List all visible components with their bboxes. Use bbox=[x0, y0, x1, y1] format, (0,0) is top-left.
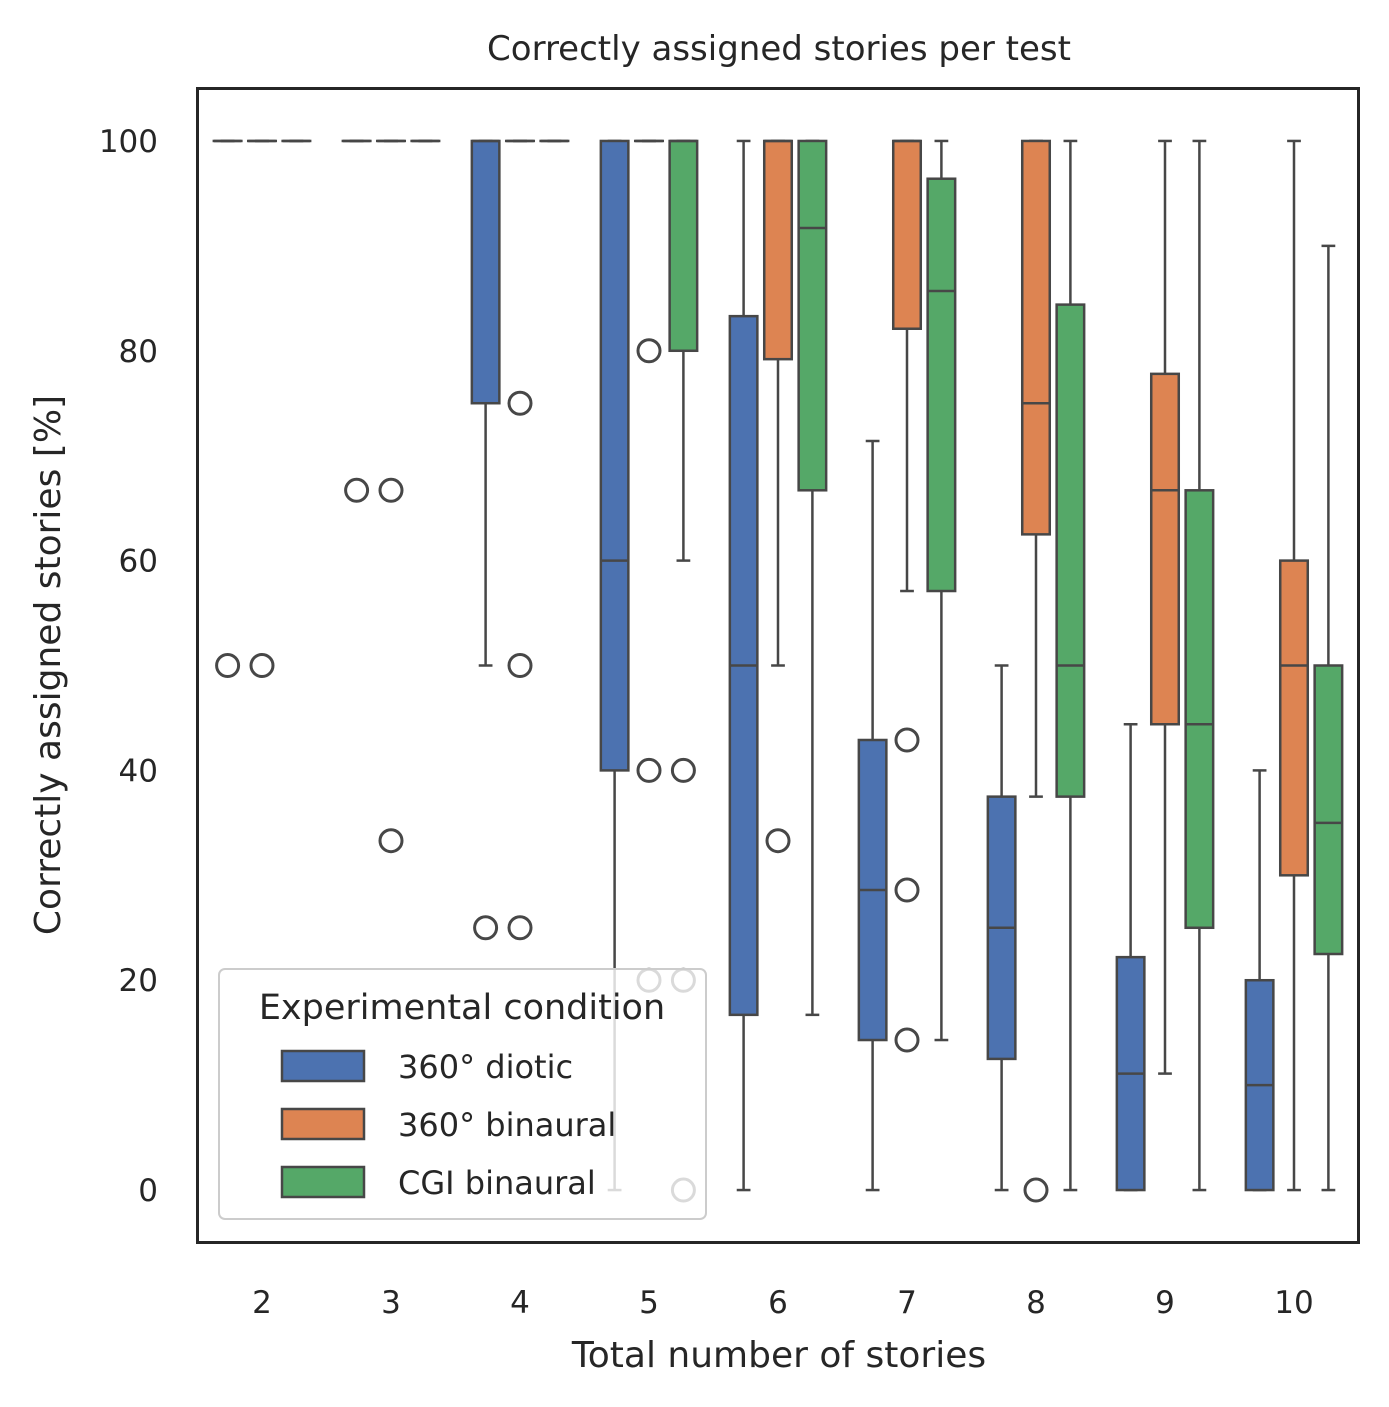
series-0 bbox=[212, 139, 1275, 1192]
legend-frame bbox=[218, 968, 707, 1220]
legend-label: CGI binaural bbox=[398, 1164, 596, 1202]
box-10-series-0 bbox=[1244, 769, 1275, 1192]
y-tick-label: 60 bbox=[119, 544, 158, 580]
box-10-series-2 bbox=[1313, 244, 1344, 1192]
outlier-point bbox=[507, 390, 533, 416]
outlier-point bbox=[473, 915, 499, 941]
box-4-series-1 bbox=[504, 139, 536, 941]
legend-items: 360° diotic 360° binaural CGI binaural bbox=[280, 1048, 616, 1202]
outlier-point bbox=[636, 757, 662, 783]
box-body bbox=[470, 139, 501, 405]
series-1 bbox=[246, 139, 1310, 1203]
x-tick-label: 10 bbox=[1274, 1285, 1313, 1321]
box-body bbox=[891, 139, 923, 330]
box-body bbox=[797, 139, 828, 492]
legend-item-1: 360° binaural bbox=[280, 1106, 616, 1144]
plot-frame bbox=[196, 87, 1360, 1244]
box-9-series-0 bbox=[1115, 722, 1146, 1192]
box-4-series-0 bbox=[470, 139, 501, 941]
box-body bbox=[1278, 559, 1310, 877]
box-7-series-0 bbox=[857, 439, 888, 1192]
chart-title: Correctly assigned stories per test bbox=[487, 29, 1071, 69]
box-9-series-1 bbox=[1149, 139, 1181, 1075]
legend-item-2: CGI binaural bbox=[280, 1164, 596, 1202]
series-2 bbox=[281, 139, 1344, 1203]
outlier-point bbox=[378, 828, 404, 854]
outlier-point bbox=[215, 653, 241, 678]
box-6-series-2 bbox=[797, 139, 828, 1017]
x-axis: 2 3 4 5 6 7 8 9 10 bbox=[252, 1285, 1314, 1321]
y-axis-label: Correctly assigned stories [%] bbox=[28, 395, 69, 935]
y-tick-label: 40 bbox=[119, 753, 158, 789]
outlier-point bbox=[378, 477, 404, 503]
box-5-series-0 bbox=[599, 139, 630, 1192]
box-9-series-2 bbox=[1184, 139, 1215, 1192]
box-body bbox=[1055, 303, 1086, 798]
box-7-series-1 bbox=[891, 139, 923, 1053]
outlier-point bbox=[249, 653, 275, 678]
box-body bbox=[1313, 664, 1344, 956]
y-tick-label: 0 bbox=[138, 1173, 158, 1209]
x-tick-label: 7 bbox=[897, 1285, 917, 1321]
plot-area bbox=[212, 139, 1344, 1203]
box-body bbox=[1149, 372, 1181, 726]
x-tick-label: 6 bbox=[768, 1285, 788, 1321]
box-2-series-0 bbox=[212, 139, 243, 678]
legend-swatch bbox=[280, 1165, 366, 1199]
outlier-point bbox=[765, 828, 791, 854]
legend-label: 360° diotic bbox=[398, 1048, 573, 1086]
x-tick-label: 5 bbox=[639, 1285, 659, 1321]
box-8-series-0 bbox=[986, 664, 1017, 1192]
y-tick-label: 100 bbox=[99, 124, 158, 160]
x-tick-label: 9 bbox=[1155, 1285, 1175, 1321]
x-tick-label: 4 bbox=[510, 1285, 530, 1321]
box-body bbox=[668, 139, 699, 353]
box-10-series-1 bbox=[1278, 139, 1310, 1192]
x-tick-label: 3 bbox=[381, 1285, 401, 1321]
outlier-point bbox=[894, 727, 920, 753]
x-axis-label: Total number of stories bbox=[571, 1335, 986, 1376]
outlier-point bbox=[894, 877, 920, 903]
y-tick-label: 20 bbox=[119, 963, 158, 999]
outlier-point bbox=[344, 477, 370, 503]
outlier-point bbox=[670, 757, 696, 783]
x-tick-label: 2 bbox=[252, 1285, 272, 1321]
outlier-point bbox=[636, 338, 662, 364]
box-body bbox=[1020, 139, 1052, 536]
y-tick-label: 80 bbox=[119, 334, 158, 370]
box-5-series-1 bbox=[633, 139, 665, 993]
box-6-series-0 bbox=[728, 139, 759, 1192]
outlier-point bbox=[894, 1027, 920, 1053]
legend-item-0: 360° diotic bbox=[280, 1048, 573, 1086]
box-7-series-2 bbox=[926, 139, 957, 1042]
outlier-point bbox=[507, 915, 533, 941]
box-body bbox=[599, 139, 630, 772]
legend-label: 360° binaural bbox=[398, 1106, 616, 1144]
box-body bbox=[762, 139, 794, 361]
legend-swatch bbox=[280, 1107, 366, 1141]
legend-title: Experimental condition bbox=[259, 988, 665, 1028]
box-body bbox=[1184, 489, 1215, 930]
y-axis: 0 20 40 60 80 100 bbox=[99, 124, 158, 1209]
box-3-series-1 bbox=[375, 139, 407, 854]
box-8-series-1 bbox=[1020, 139, 1052, 1203]
box-3-series-0 bbox=[341, 139, 372, 503]
box-body bbox=[926, 177, 957, 593]
outlier-point bbox=[507, 653, 533, 678]
legend-swatch bbox=[280, 1049, 366, 1083]
box-2-series-1 bbox=[246, 139, 278, 678]
box-6-series-1 bbox=[762, 139, 794, 854]
outlier-point bbox=[1023, 1177, 1049, 1203]
x-tick-label: 8 bbox=[1026, 1285, 1046, 1321]
box-5-series-2 bbox=[668, 139, 699, 1203]
box-8-series-2 bbox=[1055, 139, 1086, 1192]
legend: Experimental condition 360° diotic 360° b… bbox=[218, 968, 707, 1220]
